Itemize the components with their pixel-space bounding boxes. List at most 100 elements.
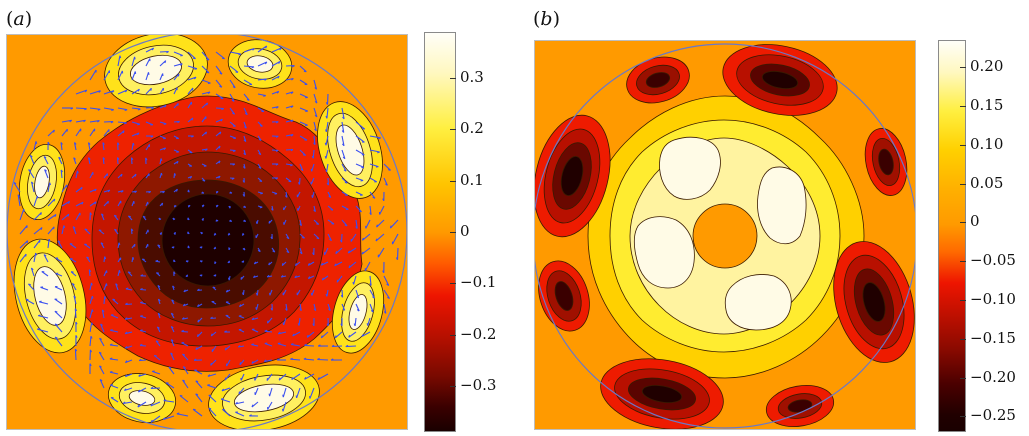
velocity-arrowhead xyxy=(110,329,113,331)
velocity-arrowhead xyxy=(90,282,93,286)
velocity-arrow xyxy=(324,247,329,256)
velocity-arrowhead xyxy=(140,274,144,277)
velocity-arrowhead xyxy=(285,308,288,311)
velocity-arrow xyxy=(187,87,194,95)
velocity-arrow xyxy=(369,135,381,139)
velocity-arrowhead xyxy=(170,339,174,342)
velocity-arrowhead xyxy=(246,98,250,101)
velocity-arrowhead xyxy=(311,155,314,159)
velocity-arrowhead xyxy=(228,205,231,209)
velocity-arrow xyxy=(47,214,57,221)
velocity-arrow xyxy=(61,119,72,123)
velocity-arrow xyxy=(89,90,101,95)
velocity-arrowhead xyxy=(372,296,375,299)
velocity-arrow xyxy=(369,177,377,183)
velocity-arrow xyxy=(317,373,329,380)
velocity-arrowhead xyxy=(13,182,17,185)
velocity-arrowhead xyxy=(263,359,267,363)
lobe-lower-left-a xyxy=(13,238,87,354)
velocity-arrowhead xyxy=(385,183,388,186)
velocity-arrow xyxy=(47,226,55,235)
velocity-arrow xyxy=(207,373,217,377)
velocity-arrowhead xyxy=(162,190,165,194)
velocity-arrow xyxy=(58,156,63,165)
velocity-arrowhead xyxy=(255,307,258,310)
velocity-arrowhead xyxy=(213,232,216,236)
velocity-arrow xyxy=(257,45,268,53)
velocity-arrow xyxy=(243,47,255,53)
velocity-arrowhead xyxy=(124,89,128,93)
velocity-arrowhead xyxy=(219,131,222,135)
velocity-arrowhead xyxy=(80,187,83,190)
velocity-arrow xyxy=(99,379,105,389)
velocity-arrow xyxy=(238,387,245,395)
velocity-arrow xyxy=(89,309,93,319)
velocity-arrow xyxy=(285,77,294,81)
velocity-arrowhead xyxy=(320,262,324,266)
velocity-arrowhead xyxy=(268,220,271,224)
velocity-arrowhead xyxy=(326,323,329,327)
velocity-arrow xyxy=(124,387,133,392)
colorbar-tick-mark xyxy=(450,232,456,233)
velocity-arrow xyxy=(55,257,63,263)
velocity-arrowhead xyxy=(137,123,140,126)
velocity-arrowhead xyxy=(251,343,254,346)
lobe-bottom-a xyxy=(107,373,177,423)
velocity-arrow xyxy=(271,75,280,81)
velocity-arrowhead xyxy=(294,263,297,266)
velocity-arrow xyxy=(33,252,37,263)
velocity-arrow xyxy=(278,373,287,381)
velocity-arrow xyxy=(89,322,93,333)
velocity-arrowhead xyxy=(194,68,198,70)
velocity-arrow xyxy=(57,240,63,249)
velocity-arrowhead xyxy=(88,269,92,273)
velocity-arrowhead xyxy=(72,226,76,229)
velocity-arrowhead xyxy=(243,139,247,142)
velocity-arrowhead xyxy=(44,169,47,172)
velocity-arrowhead xyxy=(124,346,128,349)
velocity-arrowhead xyxy=(259,180,263,182)
velocity-arrowhead xyxy=(241,232,244,236)
velocity-arrowhead xyxy=(258,166,262,169)
velocity-arrowhead xyxy=(182,379,186,382)
velocity-arrow xyxy=(103,129,110,137)
velocity-arrow xyxy=(341,205,349,210)
velocity-arrowhead xyxy=(210,316,213,319)
velocity-arrowhead xyxy=(17,194,21,197)
velocity-arrowhead xyxy=(286,250,290,254)
velocity-arrowhead xyxy=(232,163,236,166)
velocity-arrowhead xyxy=(306,334,309,338)
velocity-arrow xyxy=(369,303,374,313)
velocity-arrow xyxy=(176,413,189,417)
velocity-arrowhead xyxy=(112,298,116,301)
velocity-arrowhead xyxy=(313,209,316,212)
colorbar-tick-mark xyxy=(960,416,966,417)
velocity-arrowhead xyxy=(281,263,284,266)
velocity-arrowhead xyxy=(97,108,101,111)
velocity-arrow xyxy=(89,296,93,305)
velocity-arrow xyxy=(226,359,231,367)
velocity-arrow xyxy=(187,51,196,60)
velocity-arrowhead xyxy=(316,223,319,225)
velocity-arrow xyxy=(278,331,287,335)
velocity-arrowhead xyxy=(369,212,372,216)
velocity-arrow xyxy=(61,128,68,137)
lobe-top-a xyxy=(104,34,208,108)
velocity-arrowhead xyxy=(239,304,242,307)
velocity-arrow xyxy=(304,373,315,380)
velocity-arrow xyxy=(336,275,343,283)
velocity-arrowhead xyxy=(114,214,117,217)
velocity-arrow xyxy=(173,63,183,67)
velocity-arrowhead xyxy=(353,323,356,327)
velocity-arrowhead xyxy=(132,142,135,146)
velocity-arrowhead xyxy=(344,224,348,227)
velocity-arrow xyxy=(215,79,223,88)
velocity-arrow xyxy=(54,310,63,319)
velocity-arrow xyxy=(99,365,105,375)
velocity-arrowhead xyxy=(28,283,31,286)
velocity-arrowhead xyxy=(263,95,266,97)
velocity-arrow xyxy=(89,201,97,207)
velocity-arrowhead xyxy=(340,323,343,327)
velocity-arrow xyxy=(54,298,63,305)
velocity-arrowhead xyxy=(277,342,281,345)
